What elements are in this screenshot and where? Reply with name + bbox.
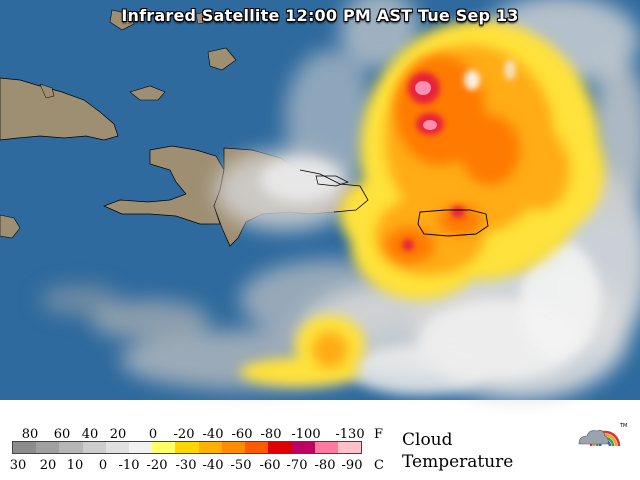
fahrenheit-unit: F — [374, 427, 384, 442]
colorbar-swatch — [13, 442, 37, 453]
caicos-island — [207, 47, 237, 71]
inagua-island — [109, 9, 135, 31]
celsius-tick-label: -50 — [230, 458, 252, 473]
colorbar-swatch — [337, 442, 362, 453]
fahrenheit-tick-label: 60 — [53, 427, 71, 442]
colorbar-swatch — [268, 442, 292, 453]
celsius-tick-label: -10 — [118, 458, 140, 473]
celsius-tick-label: 0 — [98, 458, 108, 473]
legend-title: Cloud Temperature — [402, 429, 513, 473]
colorbar-swatch — [152, 442, 176, 453]
legend-title-line1: Cloud — [402, 430, 453, 450]
fahrenheit-tick-label: -100 — [291, 427, 321, 442]
logo-tm-text: TM — [619, 423, 627, 429]
celsius-tick-label: 30 — [9, 458, 27, 473]
colorbar-swatch — [245, 442, 269, 453]
colorbar-swatch — [175, 442, 199, 453]
celsius-unit: C — [374, 458, 384, 473]
samana-outline — [315, 175, 349, 187]
fahrenheit-tick-label: 0 — [148, 427, 158, 442]
fahrenheit-tick-label: 20 — [109, 427, 127, 442]
map-title: Infrared Satellite 12:00 PM AST Tue Sep … — [121, 6, 519, 25]
dominican-east-outline — [299, 169, 369, 213]
caicos-island-2 — [195, 11, 209, 25]
colorbar-swatch — [291, 442, 315, 453]
cloud-gaps-white — [464, 60, 516, 90]
colorbar-swatch — [314, 442, 338, 453]
fahrenheit-tick-label: 40 — [81, 427, 99, 442]
colorbar-swatch — [198, 442, 222, 453]
colorbar-swatch — [129, 442, 153, 453]
jamaica-landmass — [0, 214, 21, 239]
celsius-tick-label: 10 — [66, 458, 84, 473]
colorbar-swatch — [82, 442, 106, 453]
celsius-tick-label: -30 — [175, 458, 197, 473]
cloud-layer-white — [260, 158, 600, 395]
fahrenheit-tick-label: -20 — [173, 427, 195, 442]
cuba-north-landmass — [39, 83, 55, 99]
colorbar-swatch — [105, 442, 130, 453]
colorbar-swatch — [36, 442, 60, 453]
celsius-tick-label: -90 — [341, 458, 363, 473]
fahrenheit-tick-label: -130 — [335, 427, 365, 442]
celsius-tick-label: 20 — [39, 458, 57, 473]
turks-island — [129, 85, 166, 101]
map-bottom-strip — [0, 400, 640, 415]
colorbar-swatch — [59, 442, 83, 453]
celsius-tick-label: -80 — [314, 458, 336, 473]
legend-title-line2: Temperature — [402, 452, 514, 472]
colorbar-swatch — [221, 442, 246, 453]
temperature-colorbar — [12, 441, 362, 454]
fahrenheit-tick-label: -80 — [260, 427, 282, 442]
puerto-rico-outline — [417, 209, 489, 237]
cloud-core-pink — [415, 81, 437, 130]
fahrenheit-tick-label: 80 — [21, 427, 39, 442]
celsius-tick-label: -40 — [202, 458, 224, 473]
celsius-tick-label: -20 — [146, 458, 168, 473]
haiti-landmass — [103, 145, 225, 225]
satellite-map — [0, 0, 640, 415]
fahrenheit-tick-label: -40 — [202, 427, 224, 442]
weather-logo-icon: TM — [578, 423, 627, 447]
celsius-tick-label: -70 — [286, 458, 308, 473]
fahrenheit-tick-label: -60 — [231, 427, 253, 442]
celsius-tick-label: -60 — [259, 458, 281, 473]
